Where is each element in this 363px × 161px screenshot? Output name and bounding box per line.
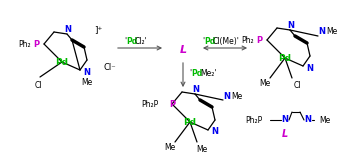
Text: Pd: Pd xyxy=(204,37,216,46)
Text: Cl⁻: Cl⁻ xyxy=(104,62,117,71)
Text: P: P xyxy=(33,39,39,48)
Text: Me: Me xyxy=(164,142,176,152)
Text: Cl(Me)': Cl(Me)' xyxy=(213,37,240,46)
Text: Ph₂: Ph₂ xyxy=(19,39,31,48)
Text: Pd: Pd xyxy=(192,68,203,77)
Text: ': ' xyxy=(202,37,204,46)
Text: Pd: Pd xyxy=(56,57,69,66)
Text: Ph₂P: Ph₂P xyxy=(245,115,262,124)
Text: Cl₂': Cl₂' xyxy=(135,37,148,46)
Text: N: N xyxy=(281,114,289,123)
Text: N: N xyxy=(305,114,311,123)
Text: Ph₂: Ph₂ xyxy=(241,35,254,44)
Text: L: L xyxy=(282,129,288,139)
Text: Me: Me xyxy=(231,91,242,100)
Text: Pd: Pd xyxy=(184,118,196,127)
Text: N: N xyxy=(212,128,219,137)
Text: Ph₂P: Ph₂P xyxy=(141,99,158,109)
Text: L: L xyxy=(179,45,187,55)
Text: Me: Me xyxy=(81,77,93,86)
Text: N: N xyxy=(83,67,90,76)
Text: Cl: Cl xyxy=(293,80,301,90)
Text: N: N xyxy=(318,27,326,35)
Text: N: N xyxy=(224,91,231,100)
Text: Cl: Cl xyxy=(34,80,42,90)
Text: Me₂': Me₂' xyxy=(200,68,216,77)
Text: Pd: Pd xyxy=(126,37,138,46)
Text: P: P xyxy=(169,99,175,109)
Text: N: N xyxy=(287,20,294,29)
Text: ': ' xyxy=(189,68,191,77)
Text: Me: Me xyxy=(326,27,338,35)
Text: N: N xyxy=(192,85,200,94)
Text: N: N xyxy=(306,63,314,72)
Text: Pd: Pd xyxy=(278,53,291,62)
Text: Me: Me xyxy=(319,115,331,124)
Text: Me: Me xyxy=(260,79,271,87)
Text: N: N xyxy=(65,24,72,33)
Text: Me: Me xyxy=(196,145,208,153)
Text: ': ' xyxy=(124,37,126,46)
Text: P: P xyxy=(256,35,262,44)
Text: ]⁺: ]⁺ xyxy=(94,25,102,34)
